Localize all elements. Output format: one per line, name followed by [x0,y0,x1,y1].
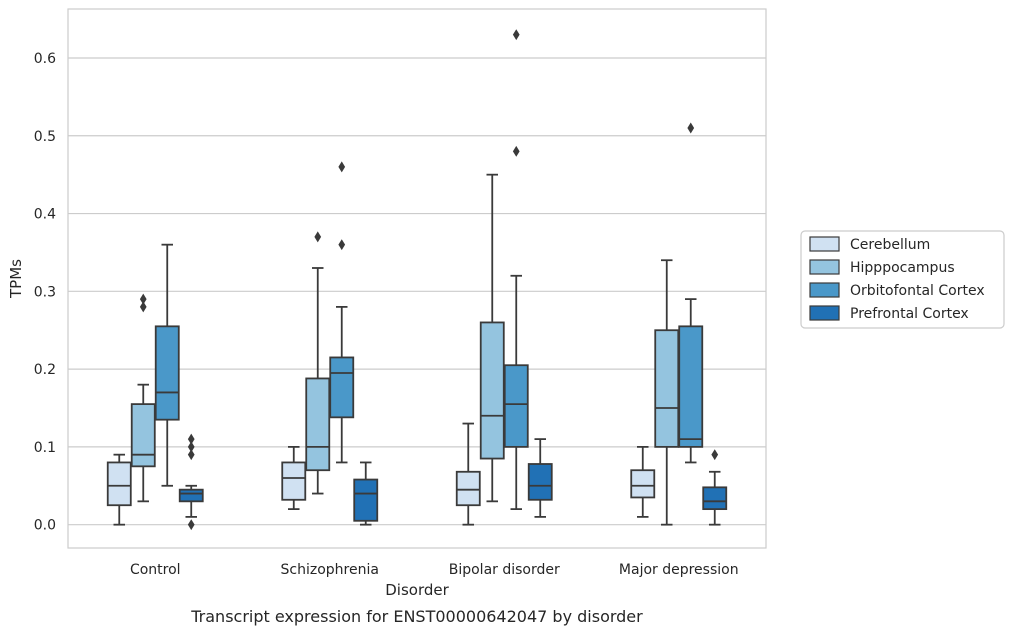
y-tick-label: 0.4 [34,207,56,223]
box-iqr [154,325,180,421]
box-prefrontal-cortex [702,449,728,526]
box-iqr [678,325,704,448]
legend-swatch [809,282,840,298]
outlier-point [338,239,346,251]
box-iqr [702,486,728,511]
legend: Cerebellum Hipppocampus Orbitofontal Corte… [800,230,1005,329]
outlier-point [187,519,195,531]
y-tick-label: 0.0 [34,518,56,534]
box-cerebellum [630,445,656,518]
box-iqr [353,478,379,522]
box-orbitofontal-cortex [503,29,529,511]
y-tick-label: 0.1 [34,440,56,456]
box-iqr [305,377,331,472]
box-iqr [281,461,307,501]
box-iqr [329,356,355,419]
box-iqr [455,470,481,507]
box-cerebellum [281,445,307,511]
box-iqr [479,321,505,460]
box-iqr [106,461,132,507]
legend-label: Prefrontal Cortex [850,306,969,322]
y-tick-label: 0.2 [34,362,56,378]
box-hipppocampus [130,293,156,503]
box-iqr [503,364,529,448]
grid-lines [68,57,766,526]
box-hipppocampus [654,259,680,526]
outlier-point [338,161,346,173]
outlier-point [187,449,195,461]
y-tick-label: 0.3 [34,284,56,300]
outlier-point [512,145,520,157]
legend-label: Hipppocampus [850,260,955,276]
legend-swatch [809,305,840,321]
box-cerebellum [455,422,481,526]
x-tick-label: Major depression [619,562,739,578]
legend-frame [800,230,1005,329]
box-iqr [654,329,680,448]
y-tick-label: 0.5 [34,129,56,145]
box-prefrontal-cortex [353,461,379,526]
legend-swatch [809,259,840,275]
legend-label: Cerebellum [850,237,930,253]
outlier-point [314,231,322,243]
outlier-point [711,449,719,461]
chart-caption: Transcript expression for ENST0000064204… [190,607,643,626]
outlier-point [139,293,147,305]
x-tick-label: Bipolar disorder [449,562,560,578]
box-prefrontal-cortex [178,433,204,531]
y-tick-label: 0.6 [34,51,56,67]
outlier-point [687,122,695,134]
box-hipppocampus [479,173,505,503]
plot-area [106,29,728,531]
box-cerebellum [106,453,132,526]
x-axis-ticks: Control Schizophrenia Bipolar disorder Majo… [130,562,739,578]
box-orbitofontal-cortex [329,161,355,464]
outlier-point [139,301,147,313]
box-orbitofontal-cortex [678,122,704,464]
box-orbitofontal-cortex [154,243,180,487]
box-iqr [130,403,156,468]
box-iqr [527,463,553,501]
x-tick-label: Control [130,562,181,578]
x-axis-label: Disorder [385,581,449,599]
box-iqr [178,488,204,503]
plot-frame [67,8,767,549]
outlier-point [187,433,195,445]
legend-label: Orbitofontal Cortex [850,283,985,299]
y-axis-ticks: 0.0 0.1 0.2 0.3 0.4 0.5 0.6 [34,51,56,534]
legend-swatch [809,236,840,252]
box-prefrontal-cortex [527,438,553,518]
outlier-point [512,29,520,41]
y-axis-label: TPMs [7,259,25,299]
outlier-point [187,441,195,453]
x-tick-label: Schizophrenia [281,562,379,578]
box-hipppocampus [305,231,331,495]
box-iqr [630,469,656,499]
